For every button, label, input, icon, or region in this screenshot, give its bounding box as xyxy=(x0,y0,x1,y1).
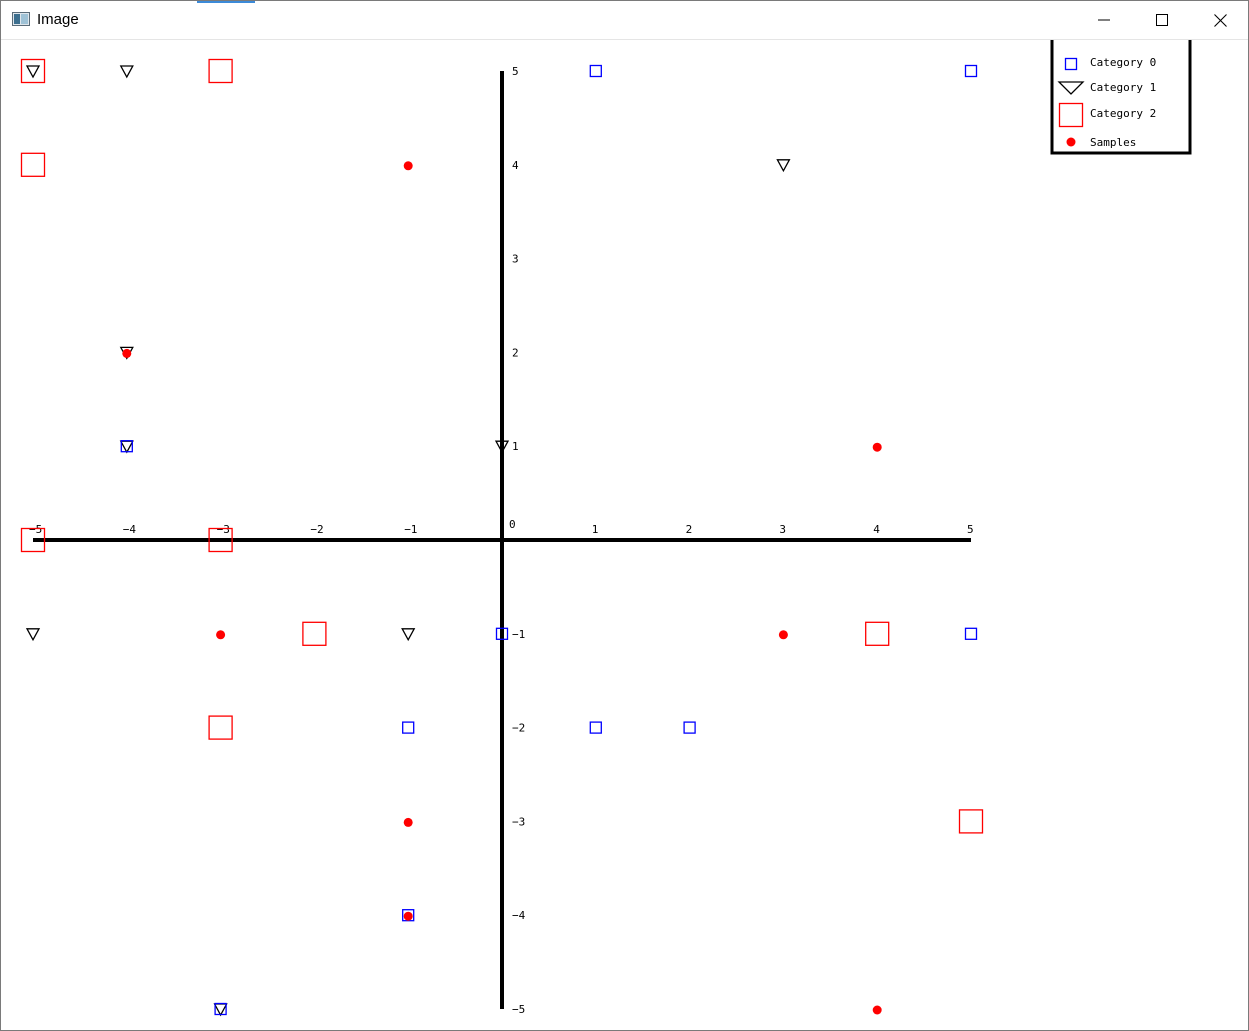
x-tick-label: 2 xyxy=(686,523,693,536)
minimize-icon xyxy=(1098,19,1110,21)
close-icon xyxy=(1213,13,1227,27)
point-series-3 xyxy=(403,161,413,171)
legend-label: Category 2 xyxy=(1090,107,1156,120)
point-series-0 xyxy=(402,721,415,734)
point-series-0 xyxy=(214,1002,227,1016)
point-series-2 xyxy=(208,715,233,740)
y-tick-label: 1 xyxy=(512,440,519,453)
x-tick-label: 4 xyxy=(873,523,880,536)
scatter-plot: 0 −5 −4 −3 −2 −1 1 2 3 4 5 5 4 3 2 1 −1 −2 −3 −4 −5 Catego… xyxy=(20,40,1192,1017)
point-series-0 xyxy=(964,64,978,78)
point-series-0 xyxy=(589,64,602,78)
point-series-1 xyxy=(25,628,41,642)
maximize-button[interactable] xyxy=(1133,1,1191,39)
point-series-3 xyxy=(403,911,413,921)
point-series-1 xyxy=(25,65,41,79)
maximize-icon xyxy=(1156,14,1168,26)
y-tick-label: 5 xyxy=(512,65,519,78)
close-button[interactable] xyxy=(1191,1,1249,39)
x-tick-label: 5 xyxy=(967,523,974,536)
x-tick-label: −1 xyxy=(404,523,417,536)
x-tick-label: −4 xyxy=(123,523,137,536)
point-series-2 xyxy=(208,58,233,84)
y-tick-label: −2 xyxy=(512,722,525,735)
y-tick-labels: 5 4 3 2 1 −1 −2 −3 −4 −5 xyxy=(512,65,526,1016)
point-series-0 xyxy=(495,627,509,640)
point-series-3 xyxy=(872,442,882,452)
point-series-1 xyxy=(776,159,791,173)
point-series-1 xyxy=(213,1003,228,1017)
x-tick-label: 1 xyxy=(592,523,599,536)
y-tick-label: −1 xyxy=(512,628,525,641)
point-series-3 xyxy=(872,1005,882,1015)
point-series-2 xyxy=(208,527,233,553)
point-series-1 xyxy=(401,628,416,642)
x-tick-label: −3 xyxy=(217,523,230,536)
point-series-2 xyxy=(865,621,890,646)
y-tick-label: 2 xyxy=(512,346,519,359)
legend: Category 0 Category 1 Category 2 Samples xyxy=(1050,40,1192,155)
y-tick-label: −4 xyxy=(512,909,526,922)
axes: 0 xyxy=(33,71,971,1009)
x-tick-label: 3 xyxy=(779,523,786,536)
legend-label: Category 0 xyxy=(1090,56,1156,69)
point-series-3 xyxy=(216,630,226,640)
point-series-2 xyxy=(20,527,46,553)
point-series-3 xyxy=(403,817,413,827)
window-title: Image xyxy=(37,11,79,28)
data-points xyxy=(20,58,984,1017)
point-series-2 xyxy=(302,621,327,646)
x-tick-label: −2 xyxy=(310,523,323,536)
point-series-2 xyxy=(20,58,46,84)
legend-label: Category 1 xyxy=(1090,81,1156,94)
legend-frame xyxy=(1050,40,1192,155)
point-series-1 xyxy=(119,440,134,454)
legend-marker xyxy=(1058,102,1084,128)
point-series-2 xyxy=(958,809,984,834)
point-series-0 xyxy=(120,440,133,453)
y-tick-label: −5 xyxy=(512,1003,525,1016)
point-series-3 xyxy=(778,630,788,640)
point-series-3 xyxy=(122,348,132,358)
x-tick-label: −5 xyxy=(29,523,42,536)
title-accent-bar xyxy=(197,1,255,3)
point-series-0 xyxy=(683,721,696,734)
point-series-1 xyxy=(494,440,510,454)
title-bar[interactable]: Image xyxy=(1,1,1248,40)
minimize-button[interactable] xyxy=(1075,1,1133,39)
y-tick-label: −3 xyxy=(512,815,525,828)
image-app-icon xyxy=(12,12,30,26)
legend-marker xyxy=(1066,137,1076,147)
x-tick-labels: −5 −4 −3 −2 −1 1 2 3 4 5 xyxy=(29,523,974,536)
point-series-1 xyxy=(119,65,134,79)
legend-marker xyxy=(1057,81,1085,95)
point-series-0 xyxy=(589,721,602,734)
y-tick-label: 4 xyxy=(512,159,519,172)
legend-label: Samples xyxy=(1090,136,1136,149)
origin-label: 0 xyxy=(509,518,516,531)
legend-marker xyxy=(1064,57,1078,71)
y-tick-label: 3 xyxy=(512,253,519,266)
point-series-0 xyxy=(964,627,978,640)
point-series-2 xyxy=(20,152,46,177)
